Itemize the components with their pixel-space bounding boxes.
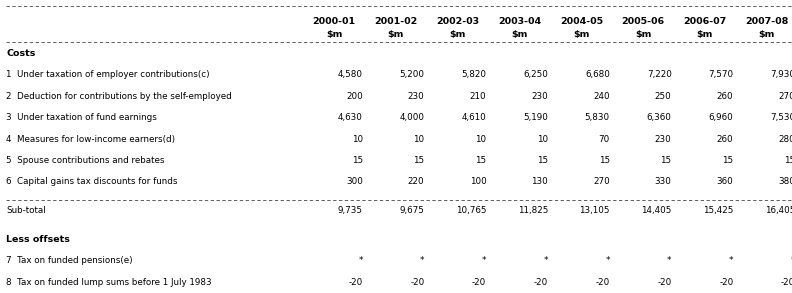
Text: 9,735: 9,735 — [337, 206, 363, 215]
Text: *: * — [482, 256, 486, 265]
Text: $m: $m — [450, 30, 466, 39]
Text: 2  Deduction for contributions by the self-employed: 2 Deduction for contributions by the sel… — [6, 92, 232, 101]
Text: -20: -20 — [781, 278, 792, 287]
Text: 7  Tax on funded pensions(e): 7 Tax on funded pensions(e) — [6, 256, 133, 265]
Text: *: * — [790, 256, 792, 265]
Text: 230: 230 — [408, 92, 425, 101]
Text: 2002-03: 2002-03 — [436, 18, 479, 26]
Text: 15: 15 — [475, 156, 486, 165]
Text: 2000-01: 2000-01 — [313, 18, 356, 26]
Text: 4  Measures for low-income earners(d): 4 Measures for low-income earners(d) — [6, 135, 176, 144]
Text: 13,105: 13,105 — [579, 206, 610, 215]
Text: 7,570: 7,570 — [708, 71, 733, 79]
Text: *: * — [729, 256, 733, 265]
Text: 7,530: 7,530 — [770, 113, 792, 122]
Text: *: * — [358, 256, 363, 265]
Text: -20: -20 — [719, 278, 733, 287]
Text: *: * — [420, 256, 425, 265]
Text: 7,220: 7,220 — [647, 71, 672, 79]
Text: 15: 15 — [537, 156, 548, 165]
Text: 15: 15 — [784, 156, 792, 165]
Text: 8  Tax on funded lump sums before 1 July 1983: 8 Tax on funded lump sums before 1 July … — [6, 278, 212, 287]
Text: -20: -20 — [596, 278, 610, 287]
Text: 5,190: 5,190 — [524, 113, 548, 122]
Text: 10: 10 — [352, 135, 363, 144]
Text: 220: 220 — [408, 178, 425, 186]
Text: 6,360: 6,360 — [647, 113, 672, 122]
Text: Less offsets: Less offsets — [6, 235, 70, 244]
Text: $m: $m — [573, 30, 589, 39]
Text: 2003-04: 2003-04 — [498, 18, 541, 26]
Text: 2004-05: 2004-05 — [560, 18, 603, 26]
Text: 240: 240 — [593, 92, 610, 101]
Text: 11,825: 11,825 — [518, 206, 548, 215]
Text: 280: 280 — [779, 135, 792, 144]
Text: 300: 300 — [346, 178, 363, 186]
Text: 5,820: 5,820 — [461, 71, 486, 79]
Text: 15: 15 — [722, 156, 733, 165]
Text: 5  Spouse contributions and rebates: 5 Spouse contributions and rebates — [6, 156, 165, 165]
Text: 270: 270 — [779, 92, 792, 101]
Text: 70: 70 — [599, 135, 610, 144]
Text: 1  Under taxation of employer contributions(c): 1 Under taxation of employer contributio… — [6, 71, 210, 79]
Text: -20: -20 — [472, 278, 486, 287]
Text: 2001-02: 2001-02 — [375, 18, 417, 26]
Text: 230: 230 — [655, 135, 672, 144]
Text: Sub-total: Sub-total — [6, 206, 46, 215]
Text: 5,830: 5,830 — [584, 113, 610, 122]
Text: 6  Capital gains tax discounts for funds: 6 Capital gains tax discounts for funds — [6, 178, 178, 186]
Text: 4,000: 4,000 — [399, 113, 425, 122]
Text: 100: 100 — [470, 178, 486, 186]
Text: 9,675: 9,675 — [400, 206, 425, 215]
Text: 15: 15 — [599, 156, 610, 165]
Text: 230: 230 — [531, 92, 548, 101]
Text: 6,960: 6,960 — [709, 113, 733, 122]
Text: 15,425: 15,425 — [703, 206, 733, 215]
Text: 10: 10 — [537, 135, 548, 144]
Text: $m: $m — [512, 30, 527, 39]
Text: 2006-07: 2006-07 — [683, 18, 726, 26]
Text: 3  Under taxation of fund earnings: 3 Under taxation of fund earnings — [6, 113, 157, 122]
Text: 7,930: 7,930 — [770, 71, 792, 79]
Text: $m: $m — [697, 30, 713, 39]
Text: 14,405: 14,405 — [642, 206, 672, 215]
Text: 260: 260 — [717, 135, 733, 144]
Text: 2007-08: 2007-08 — [745, 18, 788, 26]
Text: Costs: Costs — [6, 49, 36, 58]
Text: 380: 380 — [779, 178, 792, 186]
Text: $m: $m — [759, 30, 775, 39]
Text: 15: 15 — [352, 156, 363, 165]
Text: *: * — [543, 256, 548, 265]
Text: 5,200: 5,200 — [399, 71, 425, 79]
Text: *: * — [605, 256, 610, 265]
Text: 15: 15 — [413, 156, 425, 165]
Text: -20: -20 — [534, 278, 548, 287]
Text: 4,630: 4,630 — [338, 113, 363, 122]
Text: 6,250: 6,250 — [524, 71, 548, 79]
Text: 4,580: 4,580 — [337, 71, 363, 79]
Text: -20: -20 — [348, 278, 363, 287]
Text: 2005-06: 2005-06 — [622, 18, 664, 26]
Text: 260: 260 — [717, 92, 733, 101]
Text: 330: 330 — [655, 178, 672, 186]
Text: 200: 200 — [346, 92, 363, 101]
Text: 130: 130 — [531, 178, 548, 186]
Text: 15: 15 — [661, 156, 672, 165]
Text: $m: $m — [388, 30, 404, 39]
Text: 210: 210 — [470, 92, 486, 101]
Text: -20: -20 — [410, 278, 425, 287]
Text: 10: 10 — [475, 135, 486, 144]
Text: 250: 250 — [655, 92, 672, 101]
Text: 6,680: 6,680 — [585, 71, 610, 79]
Text: 10,765: 10,765 — [455, 206, 486, 215]
Text: *: * — [667, 256, 672, 265]
Text: 270: 270 — [593, 178, 610, 186]
Text: 4,610: 4,610 — [462, 113, 486, 122]
Text: -20: -20 — [657, 278, 672, 287]
Text: 360: 360 — [717, 178, 733, 186]
Text: 10: 10 — [413, 135, 425, 144]
Text: 16,405: 16,405 — [765, 206, 792, 215]
Text: $m: $m — [326, 30, 342, 39]
Text: $m: $m — [635, 30, 651, 39]
